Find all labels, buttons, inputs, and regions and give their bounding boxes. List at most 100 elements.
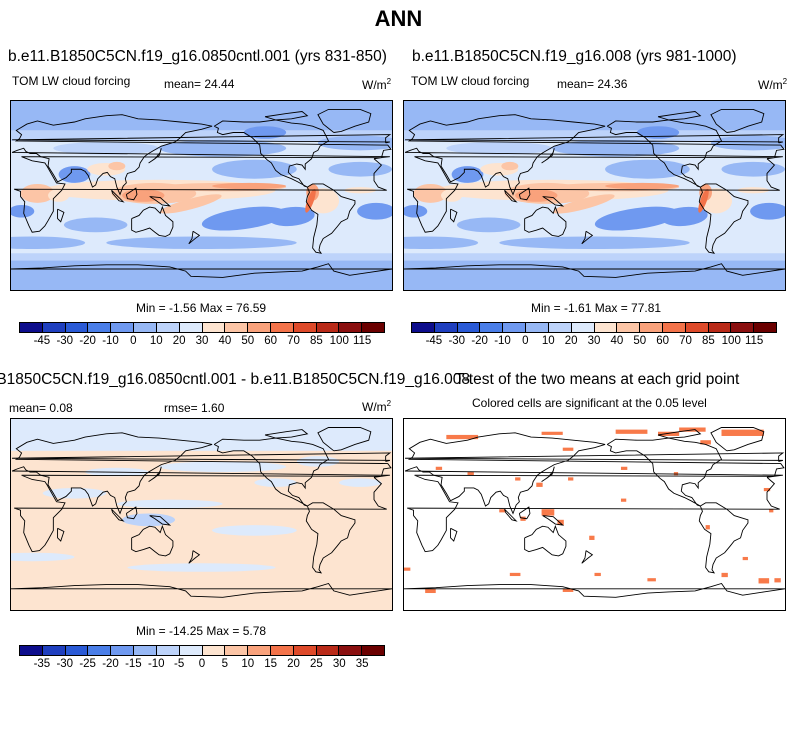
contour-region bbox=[296, 456, 340, 467]
contour-region bbox=[661, 206, 708, 227]
colorbar-cell bbox=[248, 323, 271, 332]
coastline bbox=[505, 190, 517, 202]
colorbar-tick-label: 30 bbox=[332, 658, 346, 670]
significant-cell bbox=[562, 447, 574, 451]
colorbar-tick-label: 20 bbox=[287, 658, 300, 670]
map-svg bbox=[404, 101, 785, 290]
significant-cell bbox=[541, 431, 563, 435]
coastline bbox=[150, 516, 170, 526]
contour-region bbox=[108, 161, 126, 171]
contour-region bbox=[122, 513, 176, 527]
coastline bbox=[14, 475, 387, 551]
colorbar-tick-label: 0 bbox=[522, 335, 529, 347]
colorbar-tick-label: 30 bbox=[587, 335, 601, 347]
coastline bbox=[582, 231, 593, 244]
contour-region bbox=[404, 204, 428, 218]
coastline bbox=[542, 467, 555, 482]
coastline bbox=[542, 148, 555, 163]
colorbar-cell bbox=[65, 323, 89, 332]
panel-1-colorbar: -45 -30 -20 -10 0 10 20 30 40 50 60 70 85 100 115 bbox=[19, 322, 385, 349]
coastline bbox=[699, 184, 748, 253]
contour-region bbox=[441, 189, 463, 202]
colorbar-tick-label: -5 bbox=[174, 658, 185, 670]
colorbar-tick-label: 10 bbox=[241, 658, 255, 670]
coastline bbox=[699, 503, 748, 573]
colorbar-cell bbox=[248, 646, 271, 655]
coastline bbox=[14, 157, 387, 233]
significant-cell bbox=[557, 519, 564, 526]
contour-band bbox=[404, 101, 785, 131]
contour-region bbox=[605, 182, 680, 190]
coastline bbox=[658, 430, 700, 438]
significant-cell bbox=[758, 578, 770, 584]
contour-region bbox=[305, 188, 316, 213]
colorbar-cell bbox=[225, 646, 249, 655]
colorbar-cell bbox=[134, 323, 157, 332]
contour-region bbox=[243, 126, 287, 139]
colorbar-cell bbox=[156, 646, 180, 655]
colorbar-tick-label: -10 bbox=[102, 335, 119, 347]
panel-2-map bbox=[403, 100, 786, 291]
coastline bbox=[407, 475, 780, 551]
contour-band bbox=[11, 419, 392, 610]
contour-band bbox=[11, 101, 392, 131]
coastline bbox=[318, 427, 371, 450]
significant-cell bbox=[520, 516, 526, 521]
contour-region bbox=[698, 188, 709, 213]
colorbar-cell bbox=[42, 646, 66, 655]
significant-cell bbox=[425, 588, 436, 594]
contour-band bbox=[11, 419, 392, 451]
coastline bbox=[519, 188, 530, 200]
contour-region bbox=[20, 183, 55, 203]
coastline bbox=[405, 135, 783, 143]
significant-cell bbox=[705, 525, 710, 530]
panel-3-title: b.e11.B1850C5CN.f19_g16.0850cntl.001 - b… bbox=[0, 371, 470, 388]
coastline bbox=[189, 551, 200, 564]
colorbar-cell bbox=[731, 323, 755, 332]
colorbar-tick-label: 60 bbox=[264, 335, 278, 347]
contour-region bbox=[159, 461, 287, 473]
colorbar-cell bbox=[293, 323, 317, 332]
panel-1-minmax: Min = -1.56 Max = 76.59 bbox=[136, 301, 267, 315]
coastline bbox=[405, 453, 783, 461]
colorbar-ticks: -45 -30 -20 -10 0 10 20 30 40 50 60 70 85 100 115 bbox=[19, 333, 385, 349]
coastline bbox=[543, 516, 563, 526]
coastline bbox=[711, 427, 764, 450]
colorbar-tick-label: 0 bbox=[198, 658, 206, 670]
panel-1-map bbox=[10, 100, 393, 291]
coastline bbox=[112, 190, 124, 202]
colorbar-tick-label: -10 bbox=[494, 335, 511, 347]
colorbar-tick-label: -20 bbox=[79, 335, 96, 347]
significant-cell bbox=[774, 578, 781, 583]
coastline bbox=[405, 433, 784, 514]
colorbar-cell bbox=[316, 646, 340, 655]
colorbar-cell bbox=[662, 323, 686, 332]
colorbar-cell bbox=[434, 323, 458, 332]
contour-region bbox=[11, 236, 86, 250]
colorbar-tick-label: -30 bbox=[56, 658, 74, 670]
coastline bbox=[150, 197, 170, 206]
colorbar-tick-label: -35 bbox=[33, 658, 51, 670]
colorbar-tick-label: -20 bbox=[102, 658, 119, 670]
coastline bbox=[112, 509, 124, 521]
colorbar-tick-label: 40 bbox=[610, 335, 624, 347]
significant-cell bbox=[615, 429, 648, 434]
coastline bbox=[405, 115, 784, 195]
colorbar-cells bbox=[19, 645, 385, 656]
colorbar-tick-label: -45 bbox=[33, 335, 51, 347]
significant-cell bbox=[620, 466, 628, 470]
contour-region bbox=[48, 189, 70, 202]
colorbar-tick-label: 30 bbox=[195, 335, 209, 347]
colorbar-tick-label: -30 bbox=[448, 335, 466, 347]
significant-cell bbox=[769, 509, 774, 513]
panel-1-units: W/m2 bbox=[362, 77, 392, 92]
colorbar-cells bbox=[19, 322, 385, 333]
coastline bbox=[525, 526, 566, 556]
colorbar-tick-label: 85 bbox=[309, 335, 323, 347]
colorbar-tick-label: -30 bbox=[56, 335, 74, 347]
colorbar-cell bbox=[503, 323, 527, 332]
colorbar-cell bbox=[134, 646, 157, 655]
contour-region bbox=[122, 189, 165, 202]
colorbar-cell bbox=[617, 323, 641, 332]
colorbar-tick-label: 20 bbox=[172, 335, 186, 347]
